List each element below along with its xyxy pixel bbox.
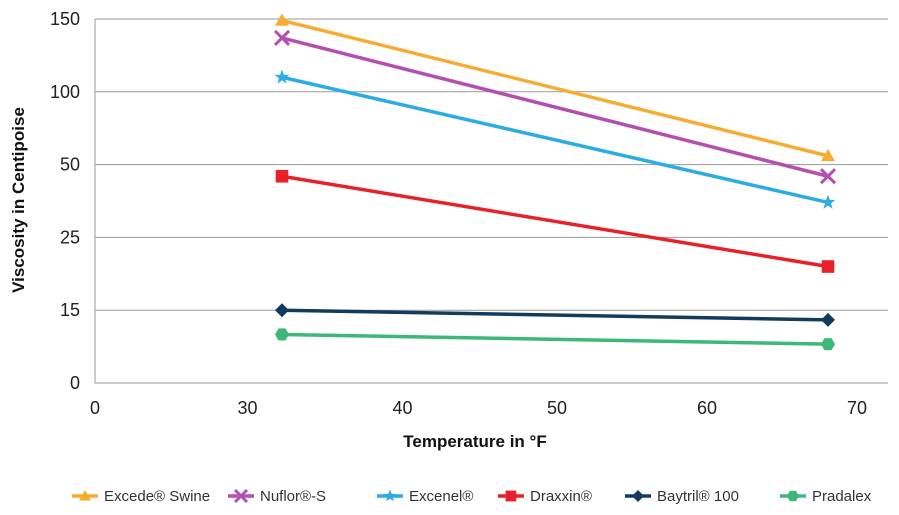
x-tick-label: 0	[90, 398, 100, 418]
legend-label: Excenel®	[409, 488, 473, 505]
legend-label: Draxxin®	[530, 488, 592, 505]
series-line	[281, 36, 829, 178]
x-tick-label: 60	[697, 398, 717, 418]
series-1	[275, 13, 835, 162]
legend-item: Excenel®	[377, 488, 473, 505]
x-tick-label: 50	[547, 398, 567, 418]
y-axis-label: Viscosity in Centipoise	[9, 107, 28, 293]
data-point	[275, 13, 289, 26]
x-axis-ticks: 0 30 40 50 60 70	[90, 398, 867, 418]
series-line	[281, 18, 829, 158]
data-point	[274, 69, 290, 84]
series-2	[273, 29, 837, 185]
legend-item: Excede® Swine	[72, 488, 210, 505]
legend-item: Draxxin®	[498, 488, 592, 505]
y-tick-label: 50	[60, 155, 80, 175]
y-tick-label: 0	[70, 373, 80, 393]
series-3	[274, 69, 836, 209]
data-point	[821, 148, 835, 162]
series-4	[275, 169, 835, 273]
data-point	[275, 169, 289, 183]
legend: Excede® Swine Nuflor®-S Excenel® Draxxin® Ba…	[72, 488, 872, 505]
legend-marker	[233, 488, 249, 504]
series-line	[281, 75, 829, 205]
series-line	[281, 174, 829, 269]
y-tick-label: 150	[50, 9, 80, 29]
data-point	[819, 168, 837, 185]
data-point	[273, 29, 291, 46]
data-point	[821, 338, 835, 351]
y-tick-label: 15	[60, 300, 80, 320]
series-line	[281, 308, 829, 322]
series-6	[275, 328, 835, 351]
series-line	[281, 332, 829, 346]
data-point	[275, 328, 289, 341]
data-point	[821, 312, 835, 327]
y-tick-label: 25	[60, 227, 80, 247]
legend-marker	[383, 489, 397, 502]
data-point	[820, 194, 836, 209]
legend-marker	[787, 490, 799, 502]
legend-label: Excede® Swine	[104, 488, 210, 505]
x-tick-label: 40	[392, 398, 412, 418]
legend-item: Nuflor®-S	[228, 488, 326, 505]
legend-label: Baytril® 100	[657, 488, 739, 505]
y-tick-label: 100	[50, 82, 80, 102]
data-point	[275, 303, 289, 318]
x-tick-label: 70	[847, 398, 867, 418]
legend-marker	[79, 490, 91, 501]
data-point	[821, 260, 835, 273]
legend-label: Pradalex	[812, 488, 872, 505]
x-axis-label: Temperature in °F	[403, 432, 546, 451]
legend-item: Pradalex	[780, 488, 872, 505]
legend-marker	[505, 490, 517, 502]
legend-label: Nuflor®-S	[260, 488, 326, 505]
series-layer	[273, 13, 837, 351]
legend-marker	[632, 490, 644, 502]
legend-item: Baytril® 100	[625, 488, 739, 505]
y-axis-ticks: 0 15 25 50 100 150	[50, 9, 80, 393]
series-5	[275, 303, 835, 327]
x-tick-label: 30	[237, 398, 257, 418]
